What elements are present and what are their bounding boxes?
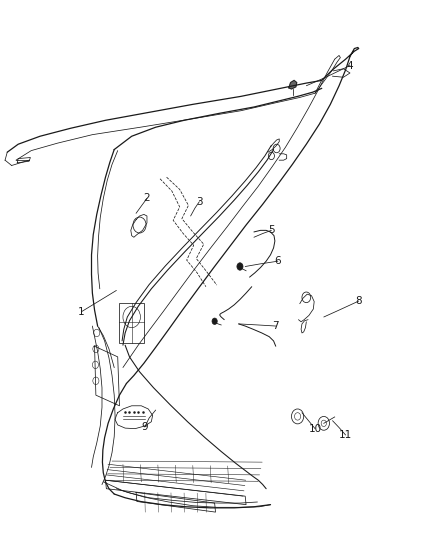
- Text: 3: 3: [196, 197, 203, 207]
- Polygon shape: [289, 80, 297, 89]
- Circle shape: [212, 318, 217, 325]
- Text: 2: 2: [144, 193, 150, 204]
- Text: 6: 6: [275, 256, 281, 266]
- Text: 5: 5: [268, 225, 275, 236]
- Text: 8: 8: [355, 296, 362, 306]
- Text: 9: 9: [141, 422, 148, 432]
- Text: 11: 11: [339, 430, 352, 440]
- Text: 10: 10: [308, 424, 321, 434]
- Circle shape: [237, 263, 243, 270]
- Text: 7: 7: [272, 321, 279, 331]
- Text: 4: 4: [346, 61, 353, 70]
- Text: 1: 1: [78, 306, 85, 317]
